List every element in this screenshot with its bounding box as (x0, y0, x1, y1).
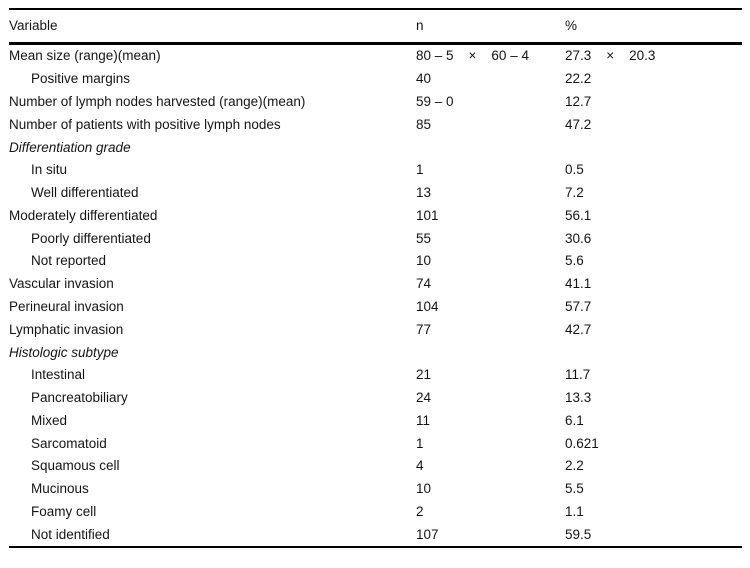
cell-percent: 59.5 (565, 526, 592, 542)
cell-variable: Poorly differentiated (31, 230, 151, 246)
cell-percent: 7.2 (565, 185, 584, 201)
table-row: Number of lymph nodes harvested (range)(… (9, 91, 742, 114)
column-header-percent: % (565, 9, 742, 45)
cell-percent: 30.6 (565, 230, 592, 246)
cell-variable: Not reported (31, 253, 107, 269)
cell-percent: 5.6 (565, 253, 584, 269)
cell-variable: Not identified (31, 526, 110, 542)
cell-variable: Lymphatic invasion (9, 321, 124, 337)
table-section-row: Histologic subtype (9, 341, 742, 364)
table-row: Lymphatic invasion 77 42.7 (9, 318, 742, 341)
cell-n: 101 (416, 207, 439, 223)
cell-percent (565, 136, 742, 159)
cell-variable: Vascular invasion (9, 276, 114, 292)
cell-n: 10 (416, 253, 432, 269)
cell-variable: Mixed (31, 412, 68, 428)
cell-variable: Number of patients with positive lymph n… (9, 116, 281, 132)
cell-n: 1 (416, 162, 424, 178)
cell-percent: 57.7 (565, 298, 592, 314)
table-row: Vascular invasion 74 41.1 (9, 273, 742, 296)
cell-n: 1 (416, 435, 424, 451)
table-row: Squamous cell 4 2.2 (9, 455, 742, 478)
cell-n: 77 (416, 321, 432, 337)
cell-n: 21 (416, 367, 432, 383)
cell-percent: 56.1 (565, 207, 592, 223)
table-row: Not reported 10 5.6 (9, 250, 742, 273)
cell-percent: 1.1 (565, 504, 584, 520)
cell-variable: Mean size (range)(mean) (9, 48, 161, 64)
cell-variable: Intestinal (31, 367, 86, 383)
table-row: Foamy cell 2 1.1 (9, 501, 742, 524)
column-header-variable: Variable (9, 9, 416, 45)
cell-variable: Number of lymph nodes harvested (range)(… (9, 93, 306, 109)
cell-n (416, 136, 565, 159)
cell-variable: In situ (31, 162, 68, 178)
cell-variable: Mucinous (31, 481, 89, 497)
table-row: Mucinous 10 5.5 (9, 478, 742, 501)
cell-percent: 47.2 (565, 116, 592, 132)
cell-n: 40 (416, 71, 432, 87)
cell-n (416, 341, 565, 364)
cell-percent: 5.5 (565, 481, 584, 497)
table-row: Not identified 107 59.5 (9, 523, 742, 547)
cell-percent: 11.7 (565, 367, 591, 383)
cell-variable: Moderately differentiated (9, 207, 158, 223)
table-row: Number of patients with positive lymph n… (9, 113, 742, 136)
cell-n: 24 (416, 390, 432, 406)
table-row: Mixed 11 6.1 (9, 410, 742, 433)
cell-percent: 42.7 (565, 321, 592, 337)
table-header-row: Variable n % (9, 9, 742, 45)
table-row: Intestinal 21 11.7 (9, 364, 742, 387)
cell-variable: Histologic subtype (9, 344, 119, 360)
table-row: In situ 1 0.5 (9, 159, 742, 182)
cell-n: 2 (416, 504, 424, 520)
table-row: Poorly differentiated 55 30.6 (9, 227, 742, 250)
cell-n: 104 (416, 298, 439, 314)
cell-variable: Well differentiated (31, 185, 139, 201)
cell-n: 10 (416, 481, 432, 497)
table-row: Well differentiated 13 7.2 (9, 182, 742, 205)
cell-variable: Squamous cell (31, 458, 120, 474)
table-row: Pancreatobiliary 24 13.3 (9, 387, 742, 410)
cell-n: 11 (416, 412, 431, 428)
cell-variable: Perineural invasion (9, 298, 124, 314)
table-row: Mean size (range)(mean) 80 – 5 × 60 – 4 … (9, 44, 742, 68)
cell-variable: Sarcomatoid (31, 435, 107, 451)
cell-percent: 27.3 × 20.3 (565, 48, 656, 64)
cell-n: 59 – 0 (416, 93, 454, 109)
paper-results-table: Variable n % Mean size (range)(mean) 80 … (9, 8, 742, 549)
cell-variable: Foamy cell (31, 504, 97, 520)
table-row: Sarcomatoid 1 0.621 (9, 432, 742, 455)
cell-variable: Positive margins (31, 71, 131, 87)
table-section-row: Differentiation grade (9, 136, 742, 159)
table-row: Positive margins 40 22.2 (9, 68, 742, 91)
cell-n: 107 (416, 526, 439, 542)
cell-variable: Pancreatobiliary (31, 390, 128, 406)
cell-variable: Differentiation grade (9, 139, 131, 155)
cell-n: 4 (416, 458, 424, 474)
cell-percent: 6.1 (565, 412, 584, 428)
table-row: Moderately differentiated 101 56.1 (9, 204, 742, 227)
column-header-n: n (416, 9, 565, 45)
table-row: Perineural invasion 104 57.7 (9, 296, 742, 319)
cell-percent: 22.2 (565, 71, 592, 87)
cell-percent: 0.5 (565, 162, 584, 178)
cell-n: 55 (416, 230, 432, 246)
cell-percent: 41.1 (565, 276, 592, 292)
cell-percent: 2.2 (565, 458, 584, 474)
cell-percent: 0.621 (565, 435, 599, 451)
cell-percent (565, 341, 742, 364)
cell-n: 80 – 5 × 60 – 4 (416, 48, 529, 64)
cell-n: 74 (416, 276, 432, 292)
cell-percent: 13.3 (565, 390, 592, 406)
cell-percent: 12.7 (565, 93, 592, 109)
cell-n: 85 (416, 116, 432, 132)
cell-n: 13 (416, 185, 432, 201)
